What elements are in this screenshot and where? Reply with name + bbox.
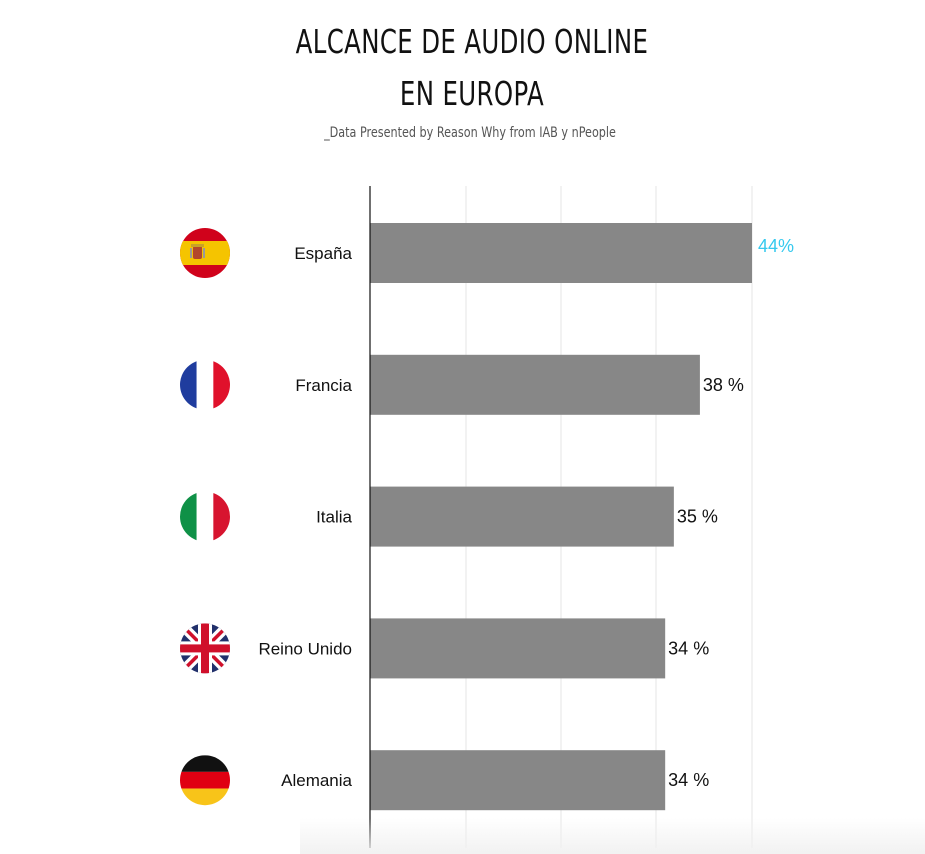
bar	[370, 486, 674, 547]
value-label: 38 %	[703, 375, 744, 395]
bottom-fade	[300, 818, 925, 854]
category-label: Francia	[295, 376, 352, 395]
chart-title-line-1: ALCANCE DE AUDIO ONLINE	[295, 22, 649, 61]
value-label: 44%	[758, 236, 794, 256]
bar	[370, 618, 666, 679]
bar	[370, 750, 666, 811]
flag-germany-icon	[180, 755, 230, 806]
value-label: 34 %	[668, 638, 709, 658]
chart-subtitle: _Data Presented by Reason Why from IAB y…	[324, 125, 616, 141]
category-label: Alemania	[281, 771, 352, 790]
category-label: Italia	[316, 508, 352, 527]
flag-uk-icon	[180, 623, 230, 674]
category-label: España	[294, 244, 352, 263]
value-label: 34 %	[668, 770, 709, 790]
bar	[370, 223, 752, 283]
value-label: 35 %	[677, 507, 718, 527]
chart-title-line-2: EN EUROPA	[399, 74, 545, 113]
flag-italy-icon	[180, 491, 230, 542]
flag-spain-icon	[180, 228, 230, 278]
flag-france-icon	[180, 359, 230, 410]
chart-title: ALCANCE DE AUDIO ONLINE EN EUROPA	[123, 16, 822, 120]
bar	[370, 354, 700, 415]
category-label: Reino Unido	[258, 639, 352, 658]
